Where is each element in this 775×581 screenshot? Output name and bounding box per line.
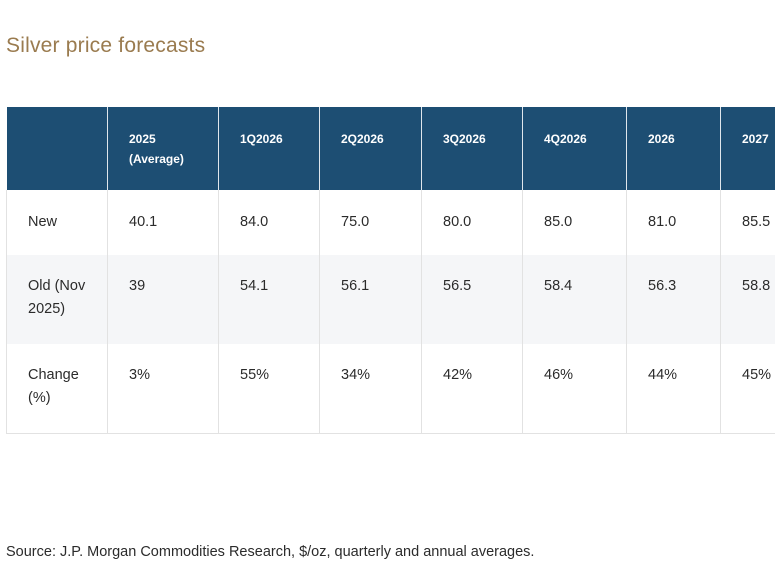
table-cell: 84.0	[218, 190, 320, 255]
table-row-new: New 40.1 84.0 75.0 80.0 85.0 81.0 85.5	[6, 190, 775, 255]
row-label: Change (%)	[6, 344, 108, 434]
header-cell-2q2026: 2Q2026	[319, 107, 422, 190]
table-cell: 81.0	[626, 190, 721, 255]
table-cell: 58.8	[720, 255, 775, 344]
table-cell: 40.1	[107, 190, 219, 255]
header-cell-2027: 2027	[720, 107, 775, 190]
page-title: Silver price forecasts	[6, 34, 206, 57]
header-cell-3q2026: 3Q2026	[421, 107, 523, 190]
row-label: New	[6, 190, 108, 255]
table-cell: 55%	[218, 344, 320, 434]
table-cell: 42%	[421, 344, 523, 434]
table-cell: 54.1	[218, 255, 320, 344]
table-cell: 56.1	[319, 255, 422, 344]
table-cell: 75.0	[319, 190, 422, 255]
forecast-table: 2025 (Average) 1Q2026 2Q2026 3Q2026 4Q20…	[6, 107, 775, 434]
table-header-row: 2025 (Average) 1Q2026 2Q2026 3Q2026 4Q20…	[6, 107, 775, 190]
forecast-table-container: 2025 (Average) 1Q2026 2Q2026 3Q2026 4Q20…	[6, 107, 775, 434]
table-cell: 56.3	[626, 255, 721, 344]
table-cell: 80.0	[421, 190, 523, 255]
table-cell: 56.5	[421, 255, 523, 344]
table-cell: 39	[107, 255, 219, 344]
source-note: Source: J.P. Morgan Commodities Research…	[6, 544, 535, 560]
table-cell: 46%	[522, 344, 627, 434]
table-cell: 44%	[626, 344, 721, 434]
table-cell: 85.0	[522, 190, 627, 255]
header-cell-1q2026: 1Q2026	[218, 107, 320, 190]
table-cell: 3%	[107, 344, 219, 434]
table-cell: 34%	[319, 344, 422, 434]
row-label: Old (Nov 2025)	[6, 255, 108, 344]
table-cell: 45%	[720, 344, 775, 434]
table-cell: 85.5	[720, 190, 775, 255]
header-2025-label: 2025 (Average)	[129, 132, 184, 166]
header-cell-2026: 2026	[626, 107, 721, 190]
table-row-change: Change (%) 3% 55% 34% 42% 46% 44% 45%	[6, 344, 775, 434]
table-row-old: Old (Nov 2025) 39 54.1 56.1 56.5 58.4 56…	[6, 255, 775, 344]
header-cell-2025-average: 2025 (Average)	[107, 107, 219, 190]
header-cell-blank	[6, 107, 108, 190]
table-cell: 58.4	[522, 255, 627, 344]
header-cell-4q2026: 4Q2026	[522, 107, 627, 190]
